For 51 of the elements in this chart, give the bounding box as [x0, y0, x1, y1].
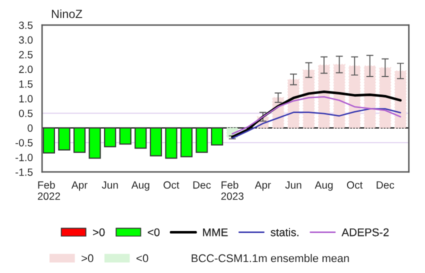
y-tick-label: 1.0 [19, 95, 33, 102]
y-tick-label: -1.5 [16, 168, 33, 176]
y-tick-label: -0.5 [16, 139, 33, 146]
legend-label: statis. [270, 228, 298, 236]
bar [180, 127, 193, 158]
x-tick-label: Jun [285, 181, 302, 189]
legend-label: >0 [82, 254, 94, 262]
bar [88, 127, 101, 159]
legend-label: <0 [136, 254, 148, 262]
x-tick-label: Feb 2022 [38, 181, 60, 200]
y-tick-label: 2.5 [19, 50, 33, 58]
x-tick-label: Dec [193, 181, 211, 189]
y-tick-label: 0 [28, 124, 33, 132]
bar [211, 127, 224, 146]
bar [42, 127, 56, 154]
y-tick-label: 3.5 [18, 22, 33, 29]
bar [333, 64, 346, 128]
x-tick-label: Apr [254, 181, 271, 191]
x-tick-label: Feb 2023 [221, 181, 244, 200]
bar [165, 127, 178, 159]
x-tick-label: Dec [376, 181, 394, 189]
bar [302, 70, 315, 128]
y-tick-label: 2.0 [19, 66, 33, 74]
legend-label: MME [203, 228, 228, 236]
bar [379, 67, 392, 128]
bar [394, 70, 406, 128]
line-series [232, 96, 402, 134]
x-tick-label: Aug [131, 181, 150, 191]
y-tick-label: -1.0 [16, 154, 33, 162]
x-tick-label: Oct [346, 181, 363, 189]
legend-label: >0 [92, 228, 105, 236]
bar [134, 127, 147, 149]
y-tick-label: 3.0 [18, 36, 33, 44]
bar [104, 127, 116, 148]
bar [196, 127, 208, 153]
text: BCC-CSM1.1m ensemble mean [192, 254, 349, 262]
bar [150, 127, 162, 156]
bar [73, 127, 86, 153]
bar [119, 127, 132, 145]
chart-title: NinoZ [52, 9, 82, 18]
bar [58, 127, 70, 151]
x-tick-label: Oct [164, 181, 180, 189]
y-tick-label: 0.5 [18, 110, 33, 118]
bar [364, 65, 376, 128]
y-tick-label: 1.5 [19, 80, 33, 88]
legend-label: <0 [148, 228, 160, 236]
x-tick-label: Aug [314, 181, 333, 191]
line-series [232, 108, 402, 139]
x-tick-label: Apr [71, 181, 88, 191]
x-tick-label: Jun [102, 181, 118, 189]
legend-label: ADEPS-2 [342, 228, 389, 236]
